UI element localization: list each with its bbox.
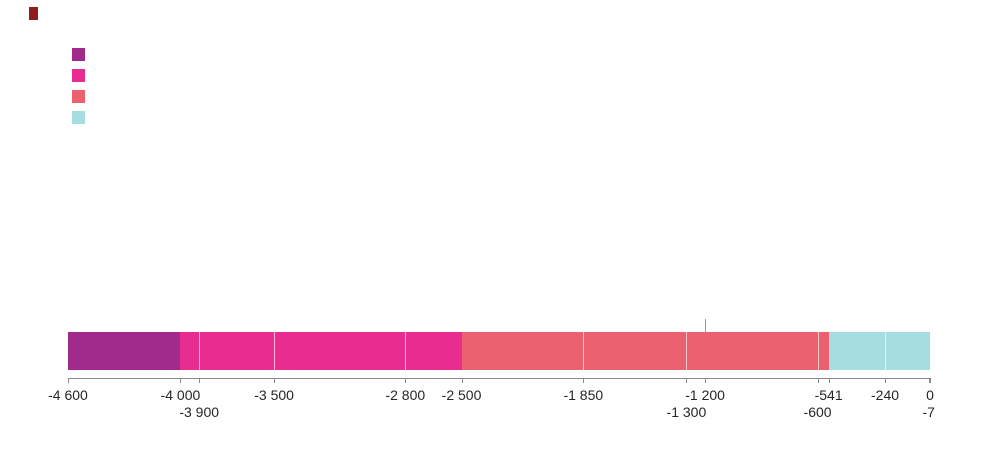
timeline-segment-2 — [180, 332, 462, 370]
axis-tick — [199, 378, 201, 383]
x-axis-line — [68, 378, 930, 379]
axis-tick — [686, 378, 688, 383]
axis-tick-label: -240 — [871, 387, 900, 403]
axis-tick — [405, 378, 407, 383]
segment-boundary-line — [817, 332, 819, 370]
axis-tick — [930, 378, 931, 383]
axis-tick-label: -4 600 — [48, 387, 88, 403]
segment-boundary-line — [405, 332, 407, 370]
axis-tick-label: -1 300 — [666, 404, 707, 420]
axis-tick — [885, 378, 887, 383]
timeline-segment-3 — [461, 332, 829, 370]
axis-tick — [583, 378, 585, 383]
marker-line — [705, 319, 707, 332]
axis-tick — [180, 378, 182, 383]
axis-tick-label: -7 — [922, 404, 935, 420]
axis-tick-label: -3 500 — [254, 387, 294, 403]
axis-tick-label: -541 — [814, 387, 843, 403]
timeline-chart: -4 600 -4 000 -3 900 -3 500 -2 800 -2 500 -1 8… — [48, 319, 935, 432]
axis-tick — [461, 378, 463, 383]
axis-tick-label: -4 000 — [160, 387, 201, 403]
axis-tick — [828, 378, 830, 383]
segment-boundary-line — [199, 332, 201, 370]
axis-tick — [68, 378, 69, 383]
segment-boundary-line — [274, 332, 276, 370]
legend-swatch-1 — [72, 48, 85, 61]
timeline-segment-1 — [68, 332, 181, 370]
axis-tick — [705, 378, 707, 383]
timeline-bar — [68, 332, 930, 370]
segment-boundary-line — [583, 332, 585, 370]
axis-tick — [928, 378, 930, 383]
axis-tick-label: -1 850 — [563, 387, 604, 403]
axis-tick-label: -1 200 — [685, 387, 725, 403]
segment-boundary-line — [885, 332, 887, 370]
axis-tick — [274, 378, 276, 383]
axis-tick-label: -2 800 — [385, 387, 426, 403]
axis-tick-label: -2 500 — [441, 387, 482, 403]
axis-tick-label: 0 — [926, 387, 934, 403]
axis-tick-label: -3 900 — [179, 404, 220, 420]
legend — [72, 48, 85, 124]
legend-swatch-4 — [72, 111, 85, 124]
timeline-segment-4 — [828, 332, 930, 370]
legend-swatch-2 — [72, 69, 85, 82]
axis-tick — [817, 378, 819, 383]
legend-swatch-3 — [72, 90, 85, 103]
axis-tick-label: -600 — [803, 404, 832, 420]
title-mark — [29, 7, 38, 20]
segment-boundary-line — [686, 332, 688, 370]
